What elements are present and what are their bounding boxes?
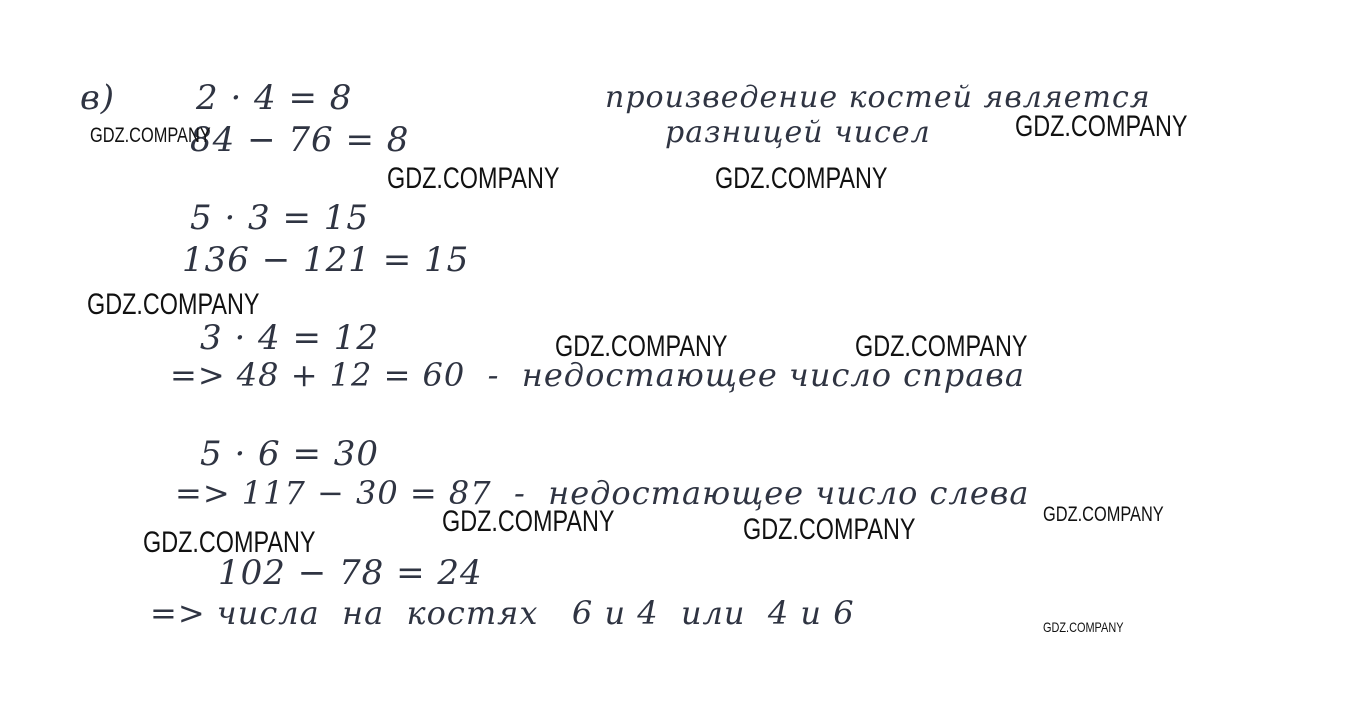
watermark: GDZ.COMPANY bbox=[90, 124, 211, 147]
equation-line: => 48 + 12 = 60 - недостающее число спра… bbox=[170, 356, 1025, 394]
equation-line: 136 − 121 = 15 bbox=[182, 240, 470, 280]
equation-line: 5 · 6 = 30 bbox=[200, 434, 380, 474]
item-label: в) bbox=[80, 78, 116, 118]
watermark: GDZ.COMPANY bbox=[87, 288, 260, 321]
equation-line: => 117 − 30 = 87 - недостающее число сле… bbox=[175, 474, 1030, 512]
equation-line: 3 · 4 = 12 bbox=[200, 318, 380, 358]
equation-line: 2 · 4 = 8 bbox=[196, 78, 353, 118]
watermark: GDZ.COMPANY bbox=[1043, 503, 1164, 526]
note-line: разницей чисел bbox=[665, 115, 931, 150]
watermark: GDZ.COMPANY bbox=[143, 526, 316, 559]
equation-line: 84 − 76 = 8 bbox=[190, 120, 410, 160]
watermark: GDZ.COMPANY bbox=[855, 330, 1028, 363]
watermark: GDZ.COMPANY bbox=[387, 162, 560, 195]
equation-line: 102 − 78 = 24 bbox=[218, 553, 483, 593]
equation-line: 5 · 3 = 15 bbox=[190, 198, 370, 238]
watermark: GDZ.COMPANY bbox=[555, 330, 728, 363]
watermark: GDZ.COMPANY bbox=[1015, 110, 1188, 143]
watermark: GDZ.COMPANY bbox=[743, 513, 916, 546]
conclusion-line: => числа на костях 6 и 4 или 4 и 6 bbox=[150, 594, 855, 632]
watermark: GDZ.COMPANY bbox=[1043, 619, 1124, 635]
watermark: GDZ.COMPANY bbox=[715, 162, 888, 195]
watermark: GDZ.COMPANY bbox=[442, 505, 615, 538]
note-line: произведение костей является bbox=[605, 80, 1151, 115]
